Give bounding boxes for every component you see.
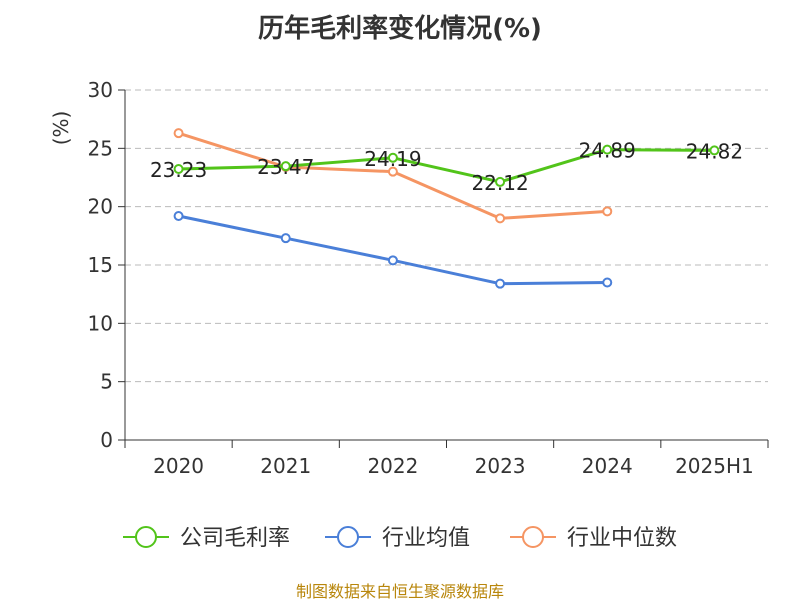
y-tick-label-0: 0 <box>100 428 113 452</box>
point-gross_margin-2023 <box>495 176 506 187</box>
series-lines <box>173 128 720 289</box>
data-label-gross_margin-2025H1: 24.82 <box>686 139 743 163</box>
data-label-gross_margin-2021: 23.47 <box>257 155 314 179</box>
series-line-gross_margin <box>178 148 715 184</box>
source-note: 制图数据来自恒生聚源数据库 <box>295 582 504 601</box>
series-line-industry_avg <box>178 214 608 286</box>
data-labels: 23.23 23.47 24.19 22.12 24.89 24.82 <box>150 139 743 195</box>
legend-item-gross_margin[interactable]: 公司毛利率 <box>123 526 290 551</box>
y-tick-label-15: 15 <box>88 253 113 277</box>
x-tick-label-2020: 2020 <box>153 454 204 478</box>
x-tick-label-2022: 2022 <box>367 454 418 478</box>
data-label-gross_margin-2020: 23.23 <box>150 158 207 182</box>
legend-item-industry_median[interactable]: 行业中位数 <box>510 526 677 551</box>
point-industry_avg-2021 <box>280 233 291 244</box>
legend-marker-industry_avg <box>337 526 359 548</box>
point-industry_median-2022 <box>387 166 398 177</box>
gridlines <box>125 89 768 383</box>
point-industry_median-2023 <box>495 213 506 224</box>
y-tick-label-10: 10 <box>88 311 113 335</box>
y-tick-label-5: 5 <box>100 370 113 394</box>
legend-label-industry_avg: 行业均值 <box>382 526 470 551</box>
legend-label-gross_margin: 公司毛利率 <box>180 526 290 551</box>
data-label-gross_margin-2022: 24.19 <box>364 147 421 171</box>
legend[interactable]: 公司毛利率 行业均值 行业中位数 <box>123 526 677 551</box>
data-label-gross_margin-2024: 24.89 <box>579 139 636 163</box>
point-industry_median-2020 <box>173 128 184 139</box>
y-tick-label-20: 20 <box>88 195 113 219</box>
point-gross_margin-2024 <box>602 144 613 155</box>
data-label-gross_margin-2023: 22.12 <box>471 171 528 195</box>
legend-marker-gross_margin <box>135 526 157 548</box>
point-gross_margin-2021 <box>280 161 291 172</box>
point-industry_avg-2022 <box>387 255 398 266</box>
point-industry_avg-2020 <box>173 211 184 221</box>
point-industry_avg-2023 <box>495 278 506 289</box>
point-industry_median-2024 <box>602 206 613 217</box>
legend-label-industry_median: 行业中位数 <box>567 526 677 551</box>
axes: 0 5 10 15 20 25 30 2020 2021 2022 2023 2024 2025H1 <box>88 78 769 478</box>
x-tick-label-2025H1: 2025H1 <box>675 454 754 478</box>
y-tick-label-25: 25 <box>88 136 113 160</box>
y-tick-label-30: 30 <box>88 78 113 102</box>
chart-title: 历年毛利率变化情况(%) <box>258 14 542 44</box>
legend-marker-industry_median <box>522 526 544 548</box>
x-tick-label-2021: 2021 <box>260 454 311 478</box>
y-axis-unit-label: (%) <box>49 111 73 146</box>
point-industry_avg-2024 <box>602 277 613 288</box>
point-gross_margin-2020 <box>173 163 184 174</box>
point-gross_margin-2025H1 <box>709 145 720 156</box>
point-gross_margin-2022 <box>387 152 398 163</box>
x-tick-label-2024: 2024 <box>582 454 633 478</box>
x-tick-label-2023: 2023 <box>475 454 526 478</box>
legend-item-industry_avg[interactable]: 行业均值 <box>325 526 470 551</box>
